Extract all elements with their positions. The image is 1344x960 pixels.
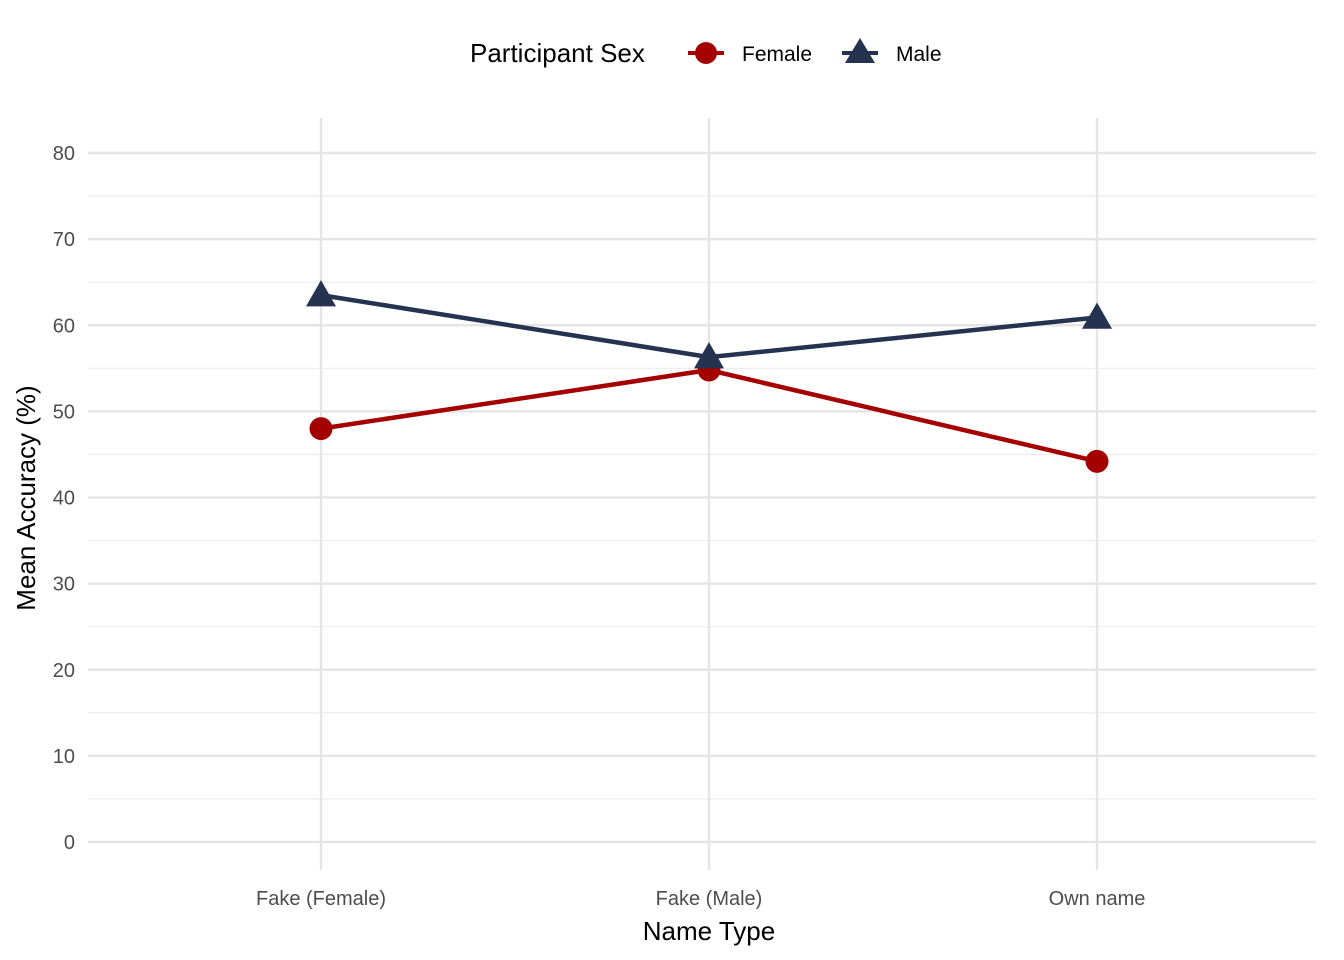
legend-label-male: Male	[896, 43, 942, 66]
y-tick-label: 50	[53, 401, 75, 423]
series-layer	[306, 280, 1112, 473]
x-axis-tick-labels: Fake (Female) Fake (Male) Own name	[256, 888, 1145, 910]
x-axis-title: Name Type	[643, 916, 775, 946]
y-tick-label: 20	[53, 660, 75, 682]
y-axis-title: Mean Accuracy (%)	[11, 385, 41, 610]
y-tick-label: 80	[53, 143, 75, 165]
y-axis-tick-labels: 0 10 20 30 40 50 60 70 80	[53, 143, 75, 854]
major-gridlines	[88, 118, 1316, 870]
data-point-male	[306, 280, 336, 307]
legend-item-female: Female	[688, 42, 812, 66]
x-tick-label: Fake (Male)	[656, 888, 763, 910]
y-tick-label: 30	[53, 574, 75, 596]
y-tick-label: 0	[64, 832, 75, 854]
legend-key-marker-female	[695, 42, 717, 64]
x-tick-label: Fake (Female)	[256, 888, 386, 910]
y-tick-label: 10	[53, 746, 75, 768]
legend-key-marker-male	[845, 38, 875, 63]
data-point-male	[694, 342, 724, 369]
legend-label-female: Female	[742, 43, 812, 66]
legend-title: Participant Sex	[470, 38, 645, 68]
y-tick-label: 70	[53, 229, 75, 251]
data-point-female	[1085, 449, 1109, 473]
y-tick-label: 40	[53, 488, 75, 510]
data-point-female	[309, 417, 333, 441]
x-tick-label: Own name	[1049, 888, 1146, 910]
y-tick-label: 60	[53, 315, 75, 337]
legend: Participant Sex Female Male	[470, 38, 942, 68]
data-point-male	[1082, 302, 1112, 329]
legend-item-male: Male	[842, 38, 942, 66]
